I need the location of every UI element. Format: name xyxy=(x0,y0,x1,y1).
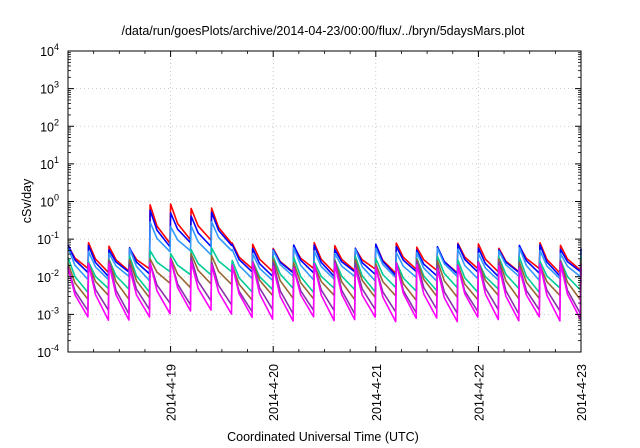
x-ticks: 2014-4-19 2014-4-20 2014-4-21 2014-4-22 2014… xyxy=(93,51,589,421)
series-line-6 xyxy=(67,258,582,323)
y-tick-label: 101 xyxy=(40,155,59,172)
x-tick-label: 2014-4-19 xyxy=(165,364,179,421)
chart-title: /data/run/goesPlots/archive/2014-04-23/0… xyxy=(121,24,525,38)
y-tick-label: 103 xyxy=(40,80,59,97)
y-tick-label: 10-1 xyxy=(37,230,59,247)
x-tick-label: 2014-4-21 xyxy=(370,364,384,421)
y-ticks: 104 103 102 101 100 10-1 10-2 10-3 10-4 xyxy=(37,42,581,360)
series-line-2 xyxy=(67,220,582,282)
y-tick-label: 10-4 xyxy=(37,343,59,360)
y-tick-label: 104 xyxy=(40,42,59,59)
y-tick-label: 100 xyxy=(40,193,59,210)
x-tick-label: 2014-4-20 xyxy=(267,364,281,421)
x-axis-label: Coordinated Universal Time (UTC) xyxy=(227,430,419,444)
x-tick-label: 2014-4-23 xyxy=(575,364,589,421)
x-tick-label: 2014-4-22 xyxy=(472,364,486,421)
y-axis-label: cSv/day xyxy=(20,178,34,223)
grid xyxy=(68,51,581,352)
y-tick-label: 102 xyxy=(40,117,59,134)
series-group xyxy=(67,203,582,323)
y-tick-label: 10-2 xyxy=(37,268,59,285)
y-tick-label: 10-3 xyxy=(37,305,59,322)
